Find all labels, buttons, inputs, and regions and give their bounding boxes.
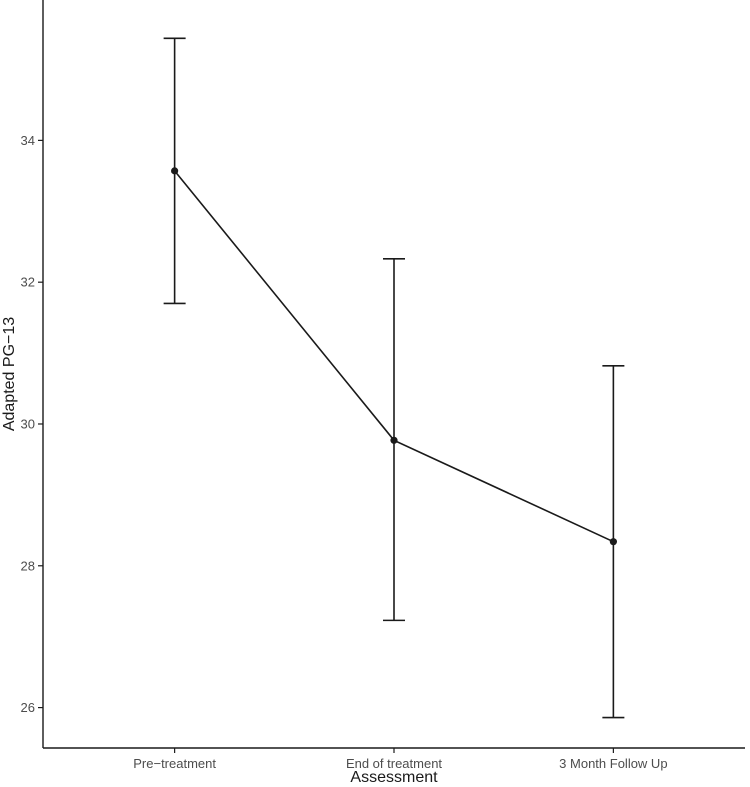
y-axis-title: Adapted PG−13 (1, 317, 18, 431)
y-tick-label: 28 (21, 558, 35, 573)
x-axis-ticks: Pre−treatment End of treatment 3 Month Fol… (133, 748, 668, 771)
data-point (390, 436, 398, 444)
axes: 26 28 30 32 34 Pre−treatment End of treatment… (21, 0, 745, 771)
x-tick-label: 3 Month Follow Up (559, 756, 667, 771)
y-tick-label: 34 (21, 133, 35, 148)
y-tick-label: 26 (21, 700, 35, 715)
data-point (609, 538, 617, 546)
y-axis-ticks: 26 28 30 32 34 (21, 133, 43, 715)
plot-area (163, 37, 625, 719)
x-axis-title: Assessment (350, 769, 438, 786)
y-tick-label: 30 (21, 416, 35, 431)
y-tick-label: 32 (21, 275, 35, 290)
x-tick-label: Pre−treatment (133, 756, 216, 771)
x-tick-label: End of treatment (346, 756, 442, 771)
data-point (171, 167, 179, 175)
